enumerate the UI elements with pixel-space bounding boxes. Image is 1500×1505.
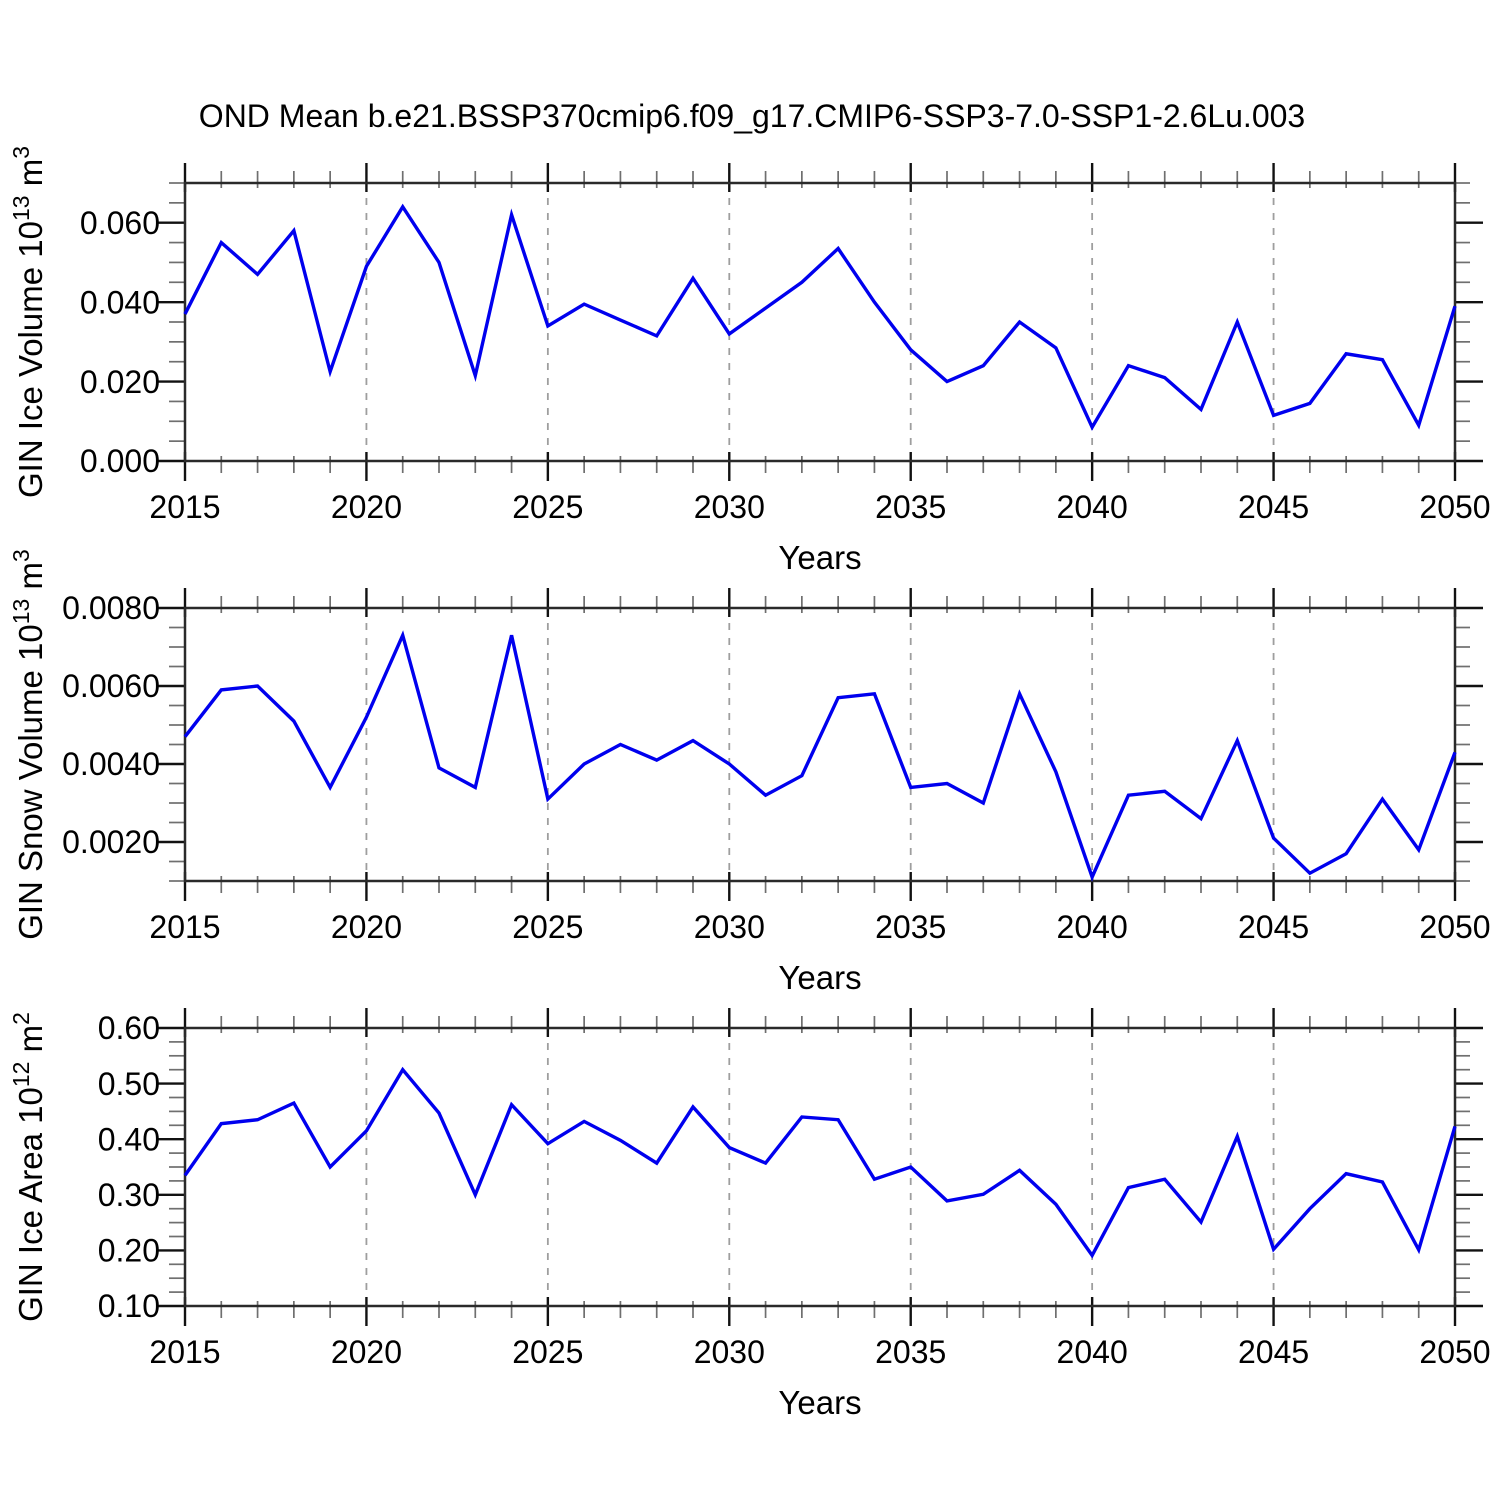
y-axis-title-superscript: 3 bbox=[8, 146, 34, 159]
y-tick-label: 0.0040 bbox=[62, 746, 160, 782]
x-tick-label: 2040 bbox=[1057, 489, 1128, 525]
x-tick-label: 2020 bbox=[331, 489, 402, 525]
x-axis-title: Years bbox=[778, 539, 861, 576]
y-tick-label: 0.60 bbox=[98, 1010, 160, 1046]
x-tick-label: 2015 bbox=[149, 909, 220, 945]
x-tick-label: 2030 bbox=[694, 489, 765, 525]
y-tick-label: 0.40 bbox=[98, 1121, 160, 1157]
panel-ice-volume: 2015 2020 2025 2030 2035 2040 2045 2050 0.000 0.0… bbox=[8, 146, 1491, 576]
x-tick-label: 2025 bbox=[512, 909, 583, 945]
panel-ice-area: 2015 2020 2025 2030 2035 2040 2045 2050 0.10 0.20… bbox=[8, 1008, 1491, 1421]
x-tick-label: 2025 bbox=[512, 1334, 583, 1370]
x-tick-label: 2020 bbox=[331, 909, 402, 945]
x-tick-label: 2015 bbox=[149, 1334, 220, 1370]
y-axis-title-superscript: 13 bbox=[8, 599, 34, 625]
x-tick-label: 2050 bbox=[1419, 909, 1490, 945]
x-tick-label: 2050 bbox=[1419, 489, 1490, 525]
y-axis-title-superscript: 13 bbox=[8, 195, 34, 221]
y-axis-title-superscript: 3 bbox=[8, 549, 34, 562]
y-axis-title-superscript: 12 bbox=[8, 1062, 34, 1088]
figure-title: OND Mean b.e21.BSSP370cmip6.f09_g17.CMIP… bbox=[199, 98, 1305, 134]
y-tick-label: 0.0020 bbox=[62, 824, 160, 860]
x-tick-label: 2015 bbox=[149, 489, 220, 525]
y-axis-title-text: GIN Ice Volume 10 bbox=[12, 221, 49, 498]
x-tick-label: 2040 bbox=[1057, 909, 1128, 945]
y-axis-title: GIN Ice Volume 1013 m3 bbox=[8, 146, 49, 498]
y-axis-title-text: GIN Snow Volume 10 bbox=[12, 624, 49, 940]
y-tick-label: 0.10 bbox=[98, 1288, 160, 1324]
data-line bbox=[183, 1066, 1457, 1259]
y-tick-label: 0.020 bbox=[80, 364, 160, 400]
x-tick-label: 2045 bbox=[1238, 909, 1309, 945]
x-tick-label: 2030 bbox=[694, 1334, 765, 1370]
y-axis-title-text: m bbox=[12, 1025, 49, 1062]
y-tick-label: 0.000 bbox=[80, 443, 160, 479]
data-line bbox=[183, 203, 1457, 431]
x-tick-label: 2035 bbox=[875, 1334, 946, 1370]
data-line bbox=[183, 630, 1457, 882]
y-axis-title-superscript: 2 bbox=[8, 1012, 34, 1025]
y-axis-title: GIN Ice Area 1012 m2 bbox=[8, 1012, 49, 1322]
x-tick-label: 2030 bbox=[694, 909, 765, 945]
x-tick-label: 2050 bbox=[1419, 1334, 1490, 1370]
x-axis-title: Years bbox=[778, 1384, 861, 1421]
panel-snow-volume: 2015 2020 2025 2030 2035 2040 2045 2050 0.0020 0.… bbox=[8, 549, 1491, 996]
x-axis-title: Years bbox=[778, 959, 861, 996]
x-tick-label: 2035 bbox=[875, 909, 946, 945]
x-tick-label: 2045 bbox=[1238, 1334, 1309, 1370]
y-tick-label: 0.50 bbox=[98, 1066, 160, 1102]
x-tick-label: 2035 bbox=[875, 489, 946, 525]
y-tick-label: 0.0080 bbox=[62, 590, 160, 626]
y-axis-title-text: m bbox=[12, 562, 49, 599]
axis-box bbox=[183, 1026, 1457, 1308]
y-tick-label: 0.060 bbox=[80, 205, 160, 241]
y-axis-title: GIN Snow Volume 1013 m3 bbox=[8, 549, 49, 940]
x-tick-label: 2040 bbox=[1057, 1334, 1128, 1370]
y-axis-title-text: GIN Ice Area 10 bbox=[12, 1087, 49, 1322]
x-tick-label: 2025 bbox=[512, 489, 583, 525]
y-tick-label: 0.20 bbox=[98, 1233, 160, 1269]
axis-box bbox=[183, 181, 1457, 463]
y-tick-label: 0.0060 bbox=[62, 668, 160, 704]
x-tick-label: 2020 bbox=[331, 1334, 402, 1370]
axis-box bbox=[183, 606, 1457, 883]
y-tick-label: 0.040 bbox=[80, 284, 160, 320]
x-tick-label: 2045 bbox=[1238, 489, 1309, 525]
y-axis-title-text: m bbox=[12, 159, 49, 196]
y-tick-label: 0.30 bbox=[98, 1177, 160, 1213]
